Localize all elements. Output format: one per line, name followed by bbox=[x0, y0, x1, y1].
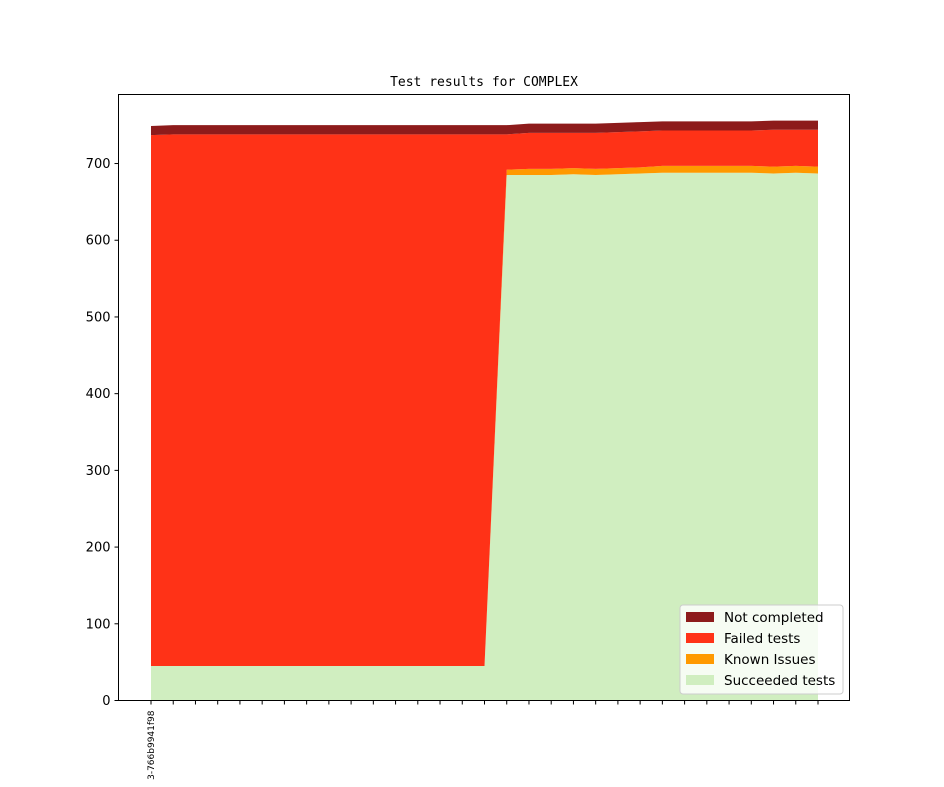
area-layers bbox=[151, 120, 818, 701]
legend-swatch bbox=[686, 612, 714, 622]
area-failed-tests bbox=[151, 129, 818, 666]
y-axis: 0 100 200 300 400 500 600 700 bbox=[86, 157, 119, 709]
y-tick-label: 100 bbox=[86, 617, 111, 632]
legend-swatch bbox=[686, 675, 714, 685]
y-tick-label: 400 bbox=[86, 387, 111, 402]
y-tick-label: 600 bbox=[86, 234, 111, 249]
legend-label: Known Issues bbox=[724, 652, 816, 668]
x-axis: 3-766b9941f98 bbox=[147, 700, 819, 780]
legend-label: Not completed bbox=[724, 610, 824, 626]
chart-title: Test results for COMPLEX bbox=[390, 75, 578, 90]
y-tick-label: 300 bbox=[86, 464, 111, 479]
y-tick-label: 500 bbox=[86, 310, 111, 325]
y-tick-label: 700 bbox=[86, 157, 111, 172]
legend-label: Succeeded tests bbox=[724, 673, 835, 689]
area-not-completed bbox=[151, 120, 818, 136]
area-succeeded-tests bbox=[151, 172, 818, 701]
legend-label: Failed tests bbox=[724, 631, 800, 647]
legend-swatch bbox=[686, 633, 714, 643]
legend-box bbox=[679, 604, 844, 695]
legend-swatch bbox=[686, 654, 714, 664]
x-tick-label: 3-766b9941f98 bbox=[147, 710, 157, 780]
legend: Not completed Failed tests Known Issues Suc… bbox=[679, 604, 844, 695]
y-tick-label: 200 bbox=[86, 541, 111, 556]
y-tick-label: 0 bbox=[102, 694, 110, 709]
